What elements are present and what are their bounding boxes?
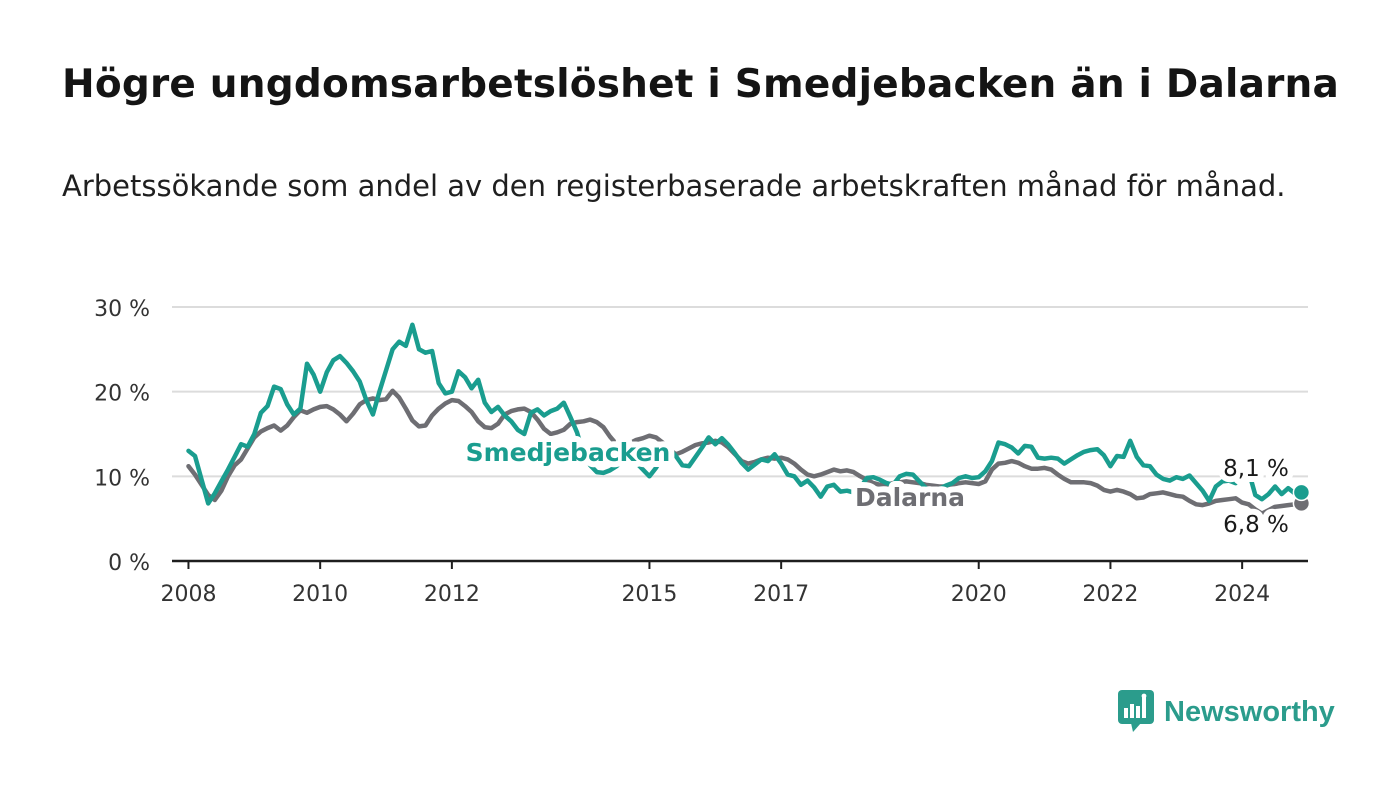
end-point-smedjebacken <box>1292 483 1311 502</box>
series-label-smedjebacken: Smedjebacken <box>466 438 671 467</box>
x-tick-label: 2012 <box>424 582 480 607</box>
y-tick-label: 0 % <box>108 551 150 576</box>
series-line-dalarna <box>186 388 1304 516</box>
x-tick-label: 2015 <box>621 582 677 607</box>
chart-title: Högre ungdomsarbetslöshet i Smedjebacken… <box>62 62 1339 107</box>
x-tick-label: 2010 <box>292 582 348 607</box>
end-value-label-dalarna: 6,8 % <box>1223 512 1289 538</box>
end-value-label-smedjebacken: 8,1 % <box>1223 456 1289 482</box>
x-tick-label: 2024 <box>1214 582 1270 607</box>
x-tick-label: 2008 <box>160 582 216 607</box>
x-tick-label: 2020 <box>951 582 1007 607</box>
series-label-dalarna: Dalarna <box>855 483 965 512</box>
y-tick-label: 10 % <box>94 466 150 491</box>
series-line-smedjebacken <box>186 322 1304 506</box>
x-tick-label: 2017 <box>753 582 809 607</box>
newsworthy-logo-icon <box>1118 690 1154 732</box>
brand-name: Newsworthy <box>1164 695 1335 728</box>
newsworthy-brand: Newsworthy <box>1118 690 1335 734</box>
y-tick-label: 20 % <box>94 382 150 407</box>
chart-subtitle: Arbetssökande som andel av den registerb… <box>62 169 1286 203</box>
x-tick-label: 2022 <box>1082 582 1138 607</box>
y-tick-label: 30 % <box>94 297 150 322</box>
